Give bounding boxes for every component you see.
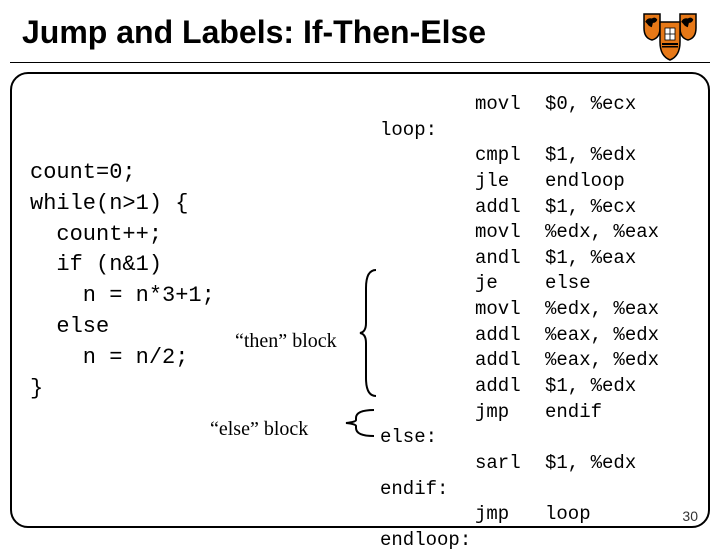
asm-mnemonic xyxy=(475,118,545,144)
then-block-label: “then” block xyxy=(235,330,337,353)
asm-operands: $1, %edx xyxy=(545,143,636,169)
asm-line: jmpendif xyxy=(380,400,659,426)
asm-mnemonic: addl xyxy=(475,374,545,400)
asm-mnemonic xyxy=(475,425,545,451)
asm-line: jeelse xyxy=(380,271,659,297)
asm-mnemonic: movl xyxy=(475,297,545,323)
asm-label xyxy=(380,143,475,169)
asm-label: endif: xyxy=(380,477,475,503)
slide-title: Jump and Labels: If-Then-Else xyxy=(22,14,486,51)
then-brace-icon xyxy=(358,268,380,403)
asm-mnemonic: je xyxy=(475,271,545,297)
asm-operands: $1, %edx xyxy=(545,374,636,400)
asm-label xyxy=(380,246,475,272)
asm-mnemonic: addl xyxy=(475,348,545,374)
asm-label xyxy=(380,92,475,118)
asm-line: movl%edx, %eax xyxy=(380,220,659,246)
asm-mnemonic: addl xyxy=(475,195,545,221)
asm-label xyxy=(380,374,475,400)
else-brace-icon xyxy=(338,408,378,443)
asm-operands: %edx, %eax xyxy=(545,220,659,246)
asm-mnemonic: movl xyxy=(475,220,545,246)
asm-mnemonic: cmpl xyxy=(475,143,545,169)
asm-operands: endloop xyxy=(545,169,625,195)
asm-mnemonic: jmp xyxy=(475,502,545,528)
asm-operands: endif xyxy=(545,400,602,426)
asm-label xyxy=(380,297,475,323)
asm-line: addl%eax, %edx xyxy=(380,348,659,374)
asm-operands: $1, %ecx xyxy=(545,195,636,221)
asm-operands: loop xyxy=(545,502,591,528)
asm-operands: %eax, %edx xyxy=(545,323,659,349)
asm-operands: else xyxy=(545,271,591,297)
else-block-label: “else” block xyxy=(210,418,308,441)
asm-operands: $1, %edx xyxy=(545,451,636,477)
asm-label: endloop: xyxy=(380,528,475,554)
asm-label xyxy=(380,400,475,426)
asm-line: cmpl$1, %edx xyxy=(380,143,659,169)
asm-mnemonic: sarl xyxy=(475,451,545,477)
asm-label xyxy=(380,451,475,477)
asm-label: loop: xyxy=(380,118,475,144)
assembly-listing: movl$0, %ecxloop:cmpl$1, %edxjleendloopa… xyxy=(380,92,659,554)
asm-line: addl$1, %edx xyxy=(380,374,659,400)
asm-label xyxy=(380,169,475,195)
asm-line: andl$1, %eax xyxy=(380,246,659,272)
asm-label xyxy=(380,502,475,528)
asm-operands: $0, %ecx xyxy=(545,92,636,118)
asm-mnemonic: andl xyxy=(475,246,545,272)
asm-mnemonic: addl xyxy=(475,323,545,349)
asm-label xyxy=(380,348,475,374)
page-number: 30 xyxy=(682,508,698,524)
asm-line: jleendloop xyxy=(380,169,659,195)
asm-line: loop: xyxy=(380,118,659,144)
asm-line: endloop: xyxy=(380,528,659,554)
asm-mnemonic xyxy=(475,528,545,554)
asm-mnemonic: movl xyxy=(475,92,545,118)
c-source-code: count=0; while(n>1) { count++; if (n&1) … xyxy=(30,158,215,404)
asm-label xyxy=(380,195,475,221)
asm-line: movl$0, %ecx xyxy=(380,92,659,118)
princeton-logo xyxy=(640,10,700,67)
asm-mnemonic: jmp xyxy=(475,400,545,426)
asm-label xyxy=(380,220,475,246)
asm-line: jmploop xyxy=(380,502,659,528)
asm-label xyxy=(380,323,475,349)
asm-line: movl%edx, %eax xyxy=(380,297,659,323)
asm-operands: $1, %eax xyxy=(545,246,636,272)
asm-label: else: xyxy=(380,425,475,451)
asm-mnemonic xyxy=(475,477,545,503)
asm-line: else: xyxy=(380,425,659,451)
asm-line: sarl$1, %edx xyxy=(380,451,659,477)
asm-operands: %eax, %edx xyxy=(545,348,659,374)
asm-line: addl$1, %ecx xyxy=(380,195,659,221)
asm-line: addl%eax, %edx xyxy=(380,323,659,349)
asm-label xyxy=(380,271,475,297)
asm-operands: %edx, %eax xyxy=(545,297,659,323)
horizontal-rule xyxy=(10,62,710,63)
asm-line: endif: xyxy=(380,477,659,503)
asm-mnemonic: jle xyxy=(475,169,545,195)
